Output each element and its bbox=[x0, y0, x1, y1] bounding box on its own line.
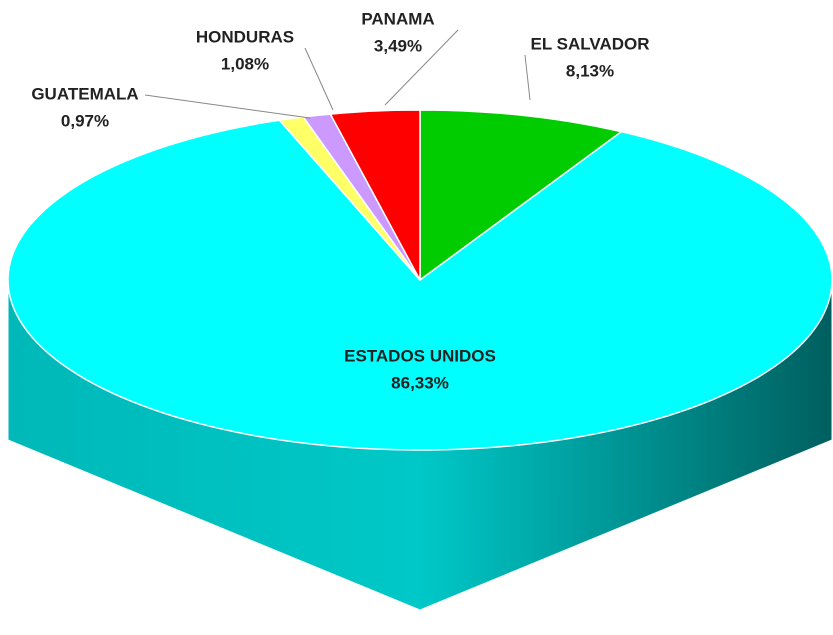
leader-line bbox=[384, 29, 459, 106]
category-label: EL SALVADOR bbox=[530, 34, 649, 53]
leader-line bbox=[304, 47, 334, 111]
slice bbox=[329, 109, 421, 281]
value-label: 0,97% bbox=[61, 111, 109, 130]
leader-line bbox=[144, 94, 311, 119]
category-label: GUATEMALA bbox=[31, 84, 138, 103]
leader-line bbox=[524, 54, 531, 101]
value-label: 1,08% bbox=[221, 54, 269, 73]
category-label: PANAMA bbox=[361, 9, 434, 28]
category-label: ESTADOS UNIDOS bbox=[344, 346, 496, 365]
value-label: 86,33% bbox=[391, 373, 449, 392]
slice bbox=[419, 109, 624, 282]
category-label: HONDURAS bbox=[196, 27, 294, 46]
value-label: 3,49% bbox=[374, 36, 422, 55]
value-label: 8,13% bbox=[566, 61, 614, 80]
slice bbox=[7, 119, 833, 451]
